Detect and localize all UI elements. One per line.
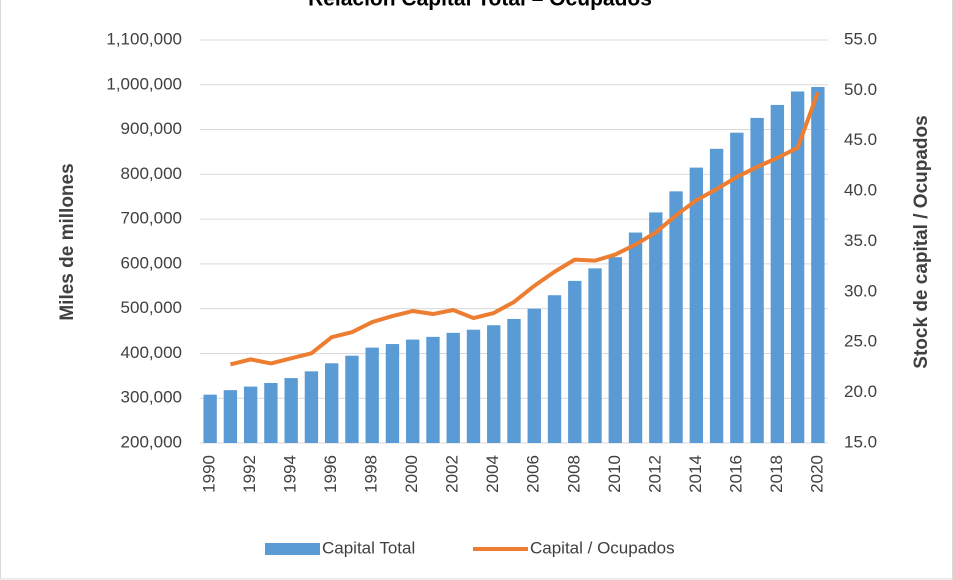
bar (750, 117, 764, 443)
x-tick-label: 2004 (483, 455, 502, 493)
bar (770, 104, 785, 443)
bar (689, 167, 704, 443)
x-tick-label: 2006 (524, 455, 543, 493)
bar (649, 212, 663, 443)
x-tick-label: 2010 (605, 455, 624, 493)
y2-tick-label: 40.0 (844, 181, 877, 200)
bar (588, 268, 602, 443)
legend-label: Capital / Ocupados (530, 538, 675, 557)
y-tick-label: 900,000 (121, 119, 182, 138)
y2-tick-label: 30.0 (844, 281, 877, 300)
bar (345, 355, 359, 443)
y-tick-label: 200,000 (121, 432, 182, 451)
x-tick-label: 2018 (767, 455, 786, 493)
chart-title: Relación Capital Total – Ocupados (308, 0, 652, 11)
y2-tick-label: 25.0 (844, 332, 877, 351)
bar (426, 336, 440, 443)
legend-swatch (265, 543, 320, 555)
bar (406, 339, 420, 443)
bar (527, 308, 541, 443)
y-tick-label: 1,000,000 (106, 74, 182, 93)
y-tick-label: 700,000 (121, 209, 182, 228)
x-tick-label: 2000 (402, 455, 421, 493)
y-tick-label: 1,100,000 (106, 29, 182, 48)
bar (243, 386, 258, 443)
bar (365, 347, 379, 443)
bar (324, 363, 339, 443)
x-tick-label: 1994 (281, 455, 300, 493)
bar (568, 280, 582, 443)
x-tick-label: 2016 (726, 455, 745, 493)
x-tick-label: 1996 (321, 455, 340, 493)
bar (487, 325, 501, 443)
y-tick-label: 300,000 (121, 388, 182, 407)
bar (264, 382, 278, 443)
y-tick-label: 800,000 (121, 164, 182, 183)
x-tick-label: 2012 (645, 455, 664, 493)
y2-tick-label: 35.0 (844, 231, 877, 250)
bar (223, 390, 238, 443)
bar (284, 378, 298, 443)
y-tick-label: 600,000 (121, 253, 182, 272)
bar (203, 394, 217, 443)
x-tick-label: 1992 (240, 455, 259, 493)
bar (385, 344, 400, 443)
bar (709, 148, 724, 443)
x-tick-label: 2020 (807, 455, 826, 493)
legend-label: Capital Total (322, 538, 415, 557)
line (229, 91, 820, 367)
y-tick-label: 400,000 (121, 343, 182, 362)
bar (790, 91, 805, 443)
x-tick-label: 1998 (362, 455, 381, 493)
bar (466, 329, 481, 443)
bar (811, 87, 825, 444)
bar (669, 191, 683, 443)
bar (304, 371, 319, 443)
x-tick-label: 2014 (686, 455, 705, 493)
y2-axis-label: Stock de capital / Ocupados (911, 115, 932, 368)
bar (507, 318, 521, 443)
x-tick-label: 2002 (443, 455, 462, 493)
bar (446, 332, 460, 443)
y2-tick-label: 55.0 (844, 29, 877, 48)
y-axis-label: Miles de millones (57, 163, 78, 320)
bar (547, 295, 562, 443)
bar (730, 132, 744, 443)
y2-tick-label: 20.0 (844, 382, 877, 401)
y-tick-label: 500,000 (121, 298, 182, 317)
bar (608, 257, 622, 443)
x-tick-label: 1990 (200, 455, 219, 493)
bar (628, 232, 643, 443)
y2-tick-label: 50.0 (844, 80, 877, 99)
y2-tick-label: 15.0 (844, 432, 877, 451)
y2-tick-label: 45.0 (844, 130, 877, 149)
x-tick-label: 2008 (564, 455, 583, 493)
